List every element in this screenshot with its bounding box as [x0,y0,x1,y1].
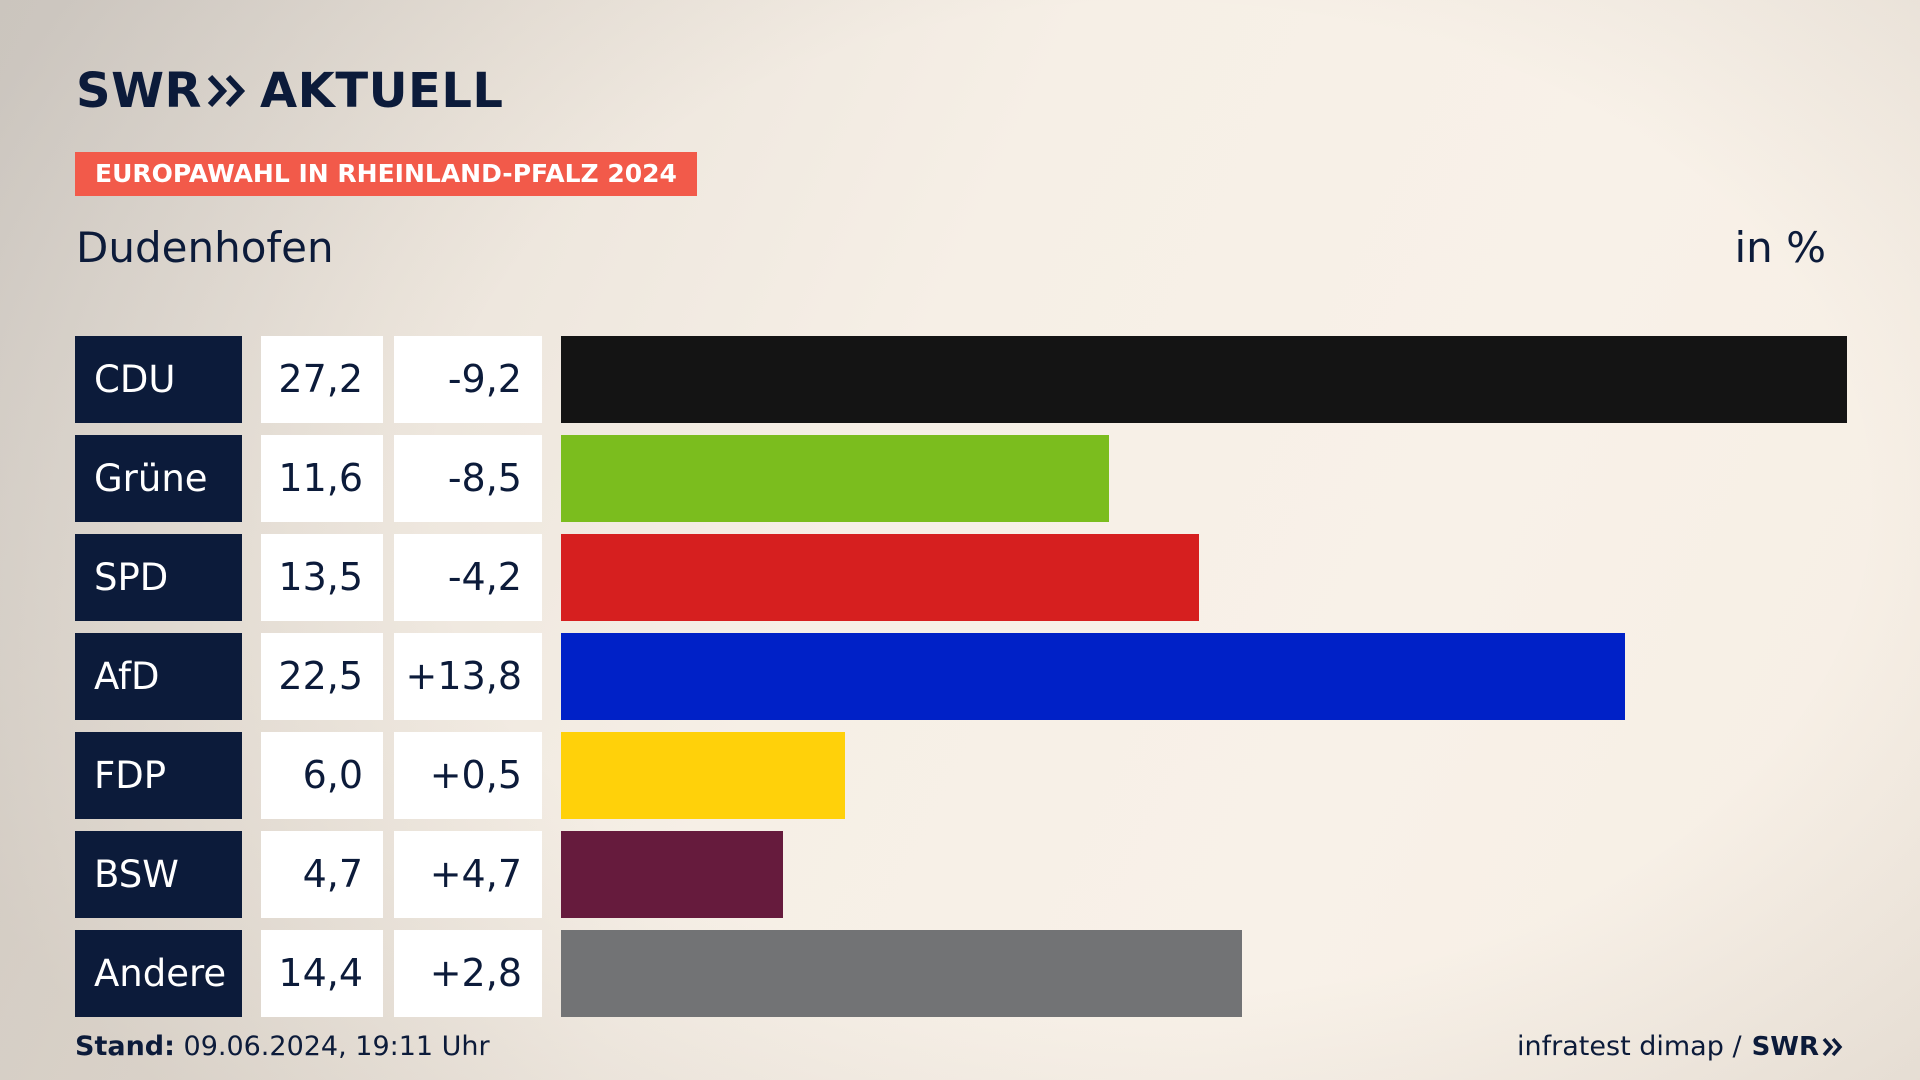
party-label: AfD [75,633,242,720]
change-value: +13,8 [394,633,542,720]
table-row: Andere 14,4 +2,8 [75,930,1847,1017]
bar-andere [561,930,1242,1017]
double-chevron-small-icon [1822,1037,1843,1057]
change-value: +0,5 [394,732,542,819]
table-row: Grüne 11,6 -8,5 [75,435,1847,522]
unit-label: in % [1734,223,1826,272]
table-row: BSW 4,7 +4,7 [75,831,1847,918]
bar-grne [561,435,1109,522]
stand-value: 09.06.2024, 19:11 Uhr [183,1031,490,1062]
vote-share-value: 22,5 [261,633,383,720]
party-label: BSW [75,831,242,918]
change-value: +4,7 [394,831,542,918]
election-badge: EUROPAWAHL IN RHEINLAND-PFALZ 2024 [75,152,697,196]
party-label: CDU [75,336,242,423]
stand-label: Stand: [75,1031,175,1062]
bar-fdp [561,732,845,819]
table-row: CDU 27,2 -9,2 [75,336,1847,423]
table-row: SPD 13,5 -4,2 [75,534,1847,621]
change-value: +2,8 [394,930,542,1017]
vote-share-value: 6,0 [261,732,383,819]
source-text: infratest dimap / [1517,1031,1742,1062]
bar-bsw [561,831,783,918]
vote-share-value: 11,6 [261,435,383,522]
source-credit: infratest dimap / SWR [1517,1030,1844,1064]
table-row: AfD 22,5 +13,8 [75,633,1847,720]
change-value: -4,2 [394,534,542,621]
vote-share-value: 13,5 [261,534,383,621]
table-row: FDP 6,0 +0,5 [75,732,1847,819]
swr-small-logo-text: SWR [1751,1032,1819,1062]
timestamp: Stand: 09.06.2024, 19:11 Uhr [75,1030,490,1064]
bar-spd [561,534,1199,621]
change-value: -8,5 [394,435,542,522]
party-label: Andere [75,930,242,1017]
vote-share-value: 4,7 [261,831,383,918]
vote-share-value: 27,2 [261,336,383,423]
double-chevron-icon [207,74,246,108]
swr-aktuell-logo: SWR AKTUELL [76,66,504,116]
change-value: -9,2 [394,336,542,423]
logo-text-swr: SWR [76,63,202,119]
swr-small-logo: SWR [1752,1030,1844,1064]
party-label: FDP [75,732,242,819]
party-label: Grüne [75,435,242,522]
bar-cdu [561,336,1847,423]
logo-text-aktuell: AKTUELL [259,63,504,119]
party-label: SPD [75,534,242,621]
chart-title: Dudenhofen [76,223,334,272]
bar-afd [561,633,1625,720]
vote-share-value: 14,4 [261,930,383,1017]
